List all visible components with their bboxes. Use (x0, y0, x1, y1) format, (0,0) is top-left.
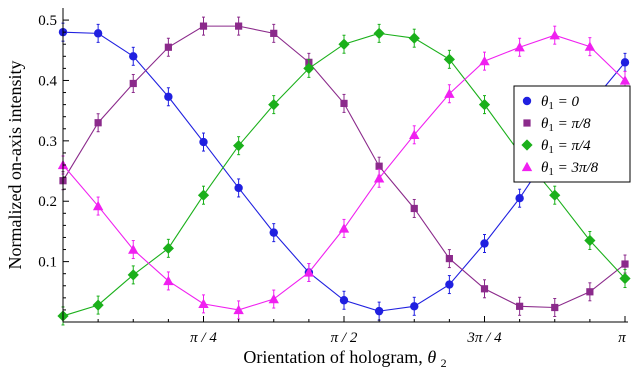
legend-value: = 0 (554, 94, 580, 110)
data-point (621, 58, 629, 66)
data-point (94, 29, 102, 37)
data-point (621, 260, 628, 267)
data-point (130, 80, 137, 87)
x-tick-label: π / 4 (190, 330, 217, 346)
y-tick-label: 0.2 (38, 194, 57, 210)
x-axis-label-symbol: θ (427, 347, 436, 367)
data-point (585, 41, 595, 50)
data-point (444, 54, 455, 65)
data-point (165, 44, 172, 51)
legend-value: = 3π/8 (554, 160, 599, 176)
y-tick-label: 0.1 (38, 255, 57, 271)
data-point (375, 307, 383, 315)
data-point (235, 23, 242, 30)
legend-value: = π/4 (554, 138, 591, 154)
data-point (198, 299, 208, 308)
x-axis-label: Orientation of hologram, θ 2 (243, 347, 446, 370)
y-tick-label: 0.5 (38, 13, 57, 29)
y-tick-label: 0.3 (38, 134, 57, 150)
data-point (480, 239, 488, 247)
data-point (445, 280, 453, 288)
data-point (446, 255, 453, 262)
legend-entry-0: θ1 = 0 (541, 94, 579, 112)
y-tick-label: 0.4 (38, 73, 57, 89)
data-point (410, 302, 418, 310)
legend-marker (523, 97, 531, 105)
data-point (270, 228, 278, 236)
data-point (481, 285, 488, 292)
x-tick-label: 3π / 4 (466, 330, 502, 346)
legend-value: = π/8 (554, 116, 591, 132)
data-point (409, 33, 420, 44)
data-point (550, 30, 560, 39)
data-point (270, 30, 277, 37)
data-point (551, 304, 558, 311)
data-point (374, 28, 385, 39)
data-point (514, 42, 524, 51)
legend: θ1 = 0θ1 = π/8θ1 = π/4θ1 = 3π/8 (514, 86, 630, 182)
data-point (340, 296, 348, 304)
data-point (234, 184, 242, 192)
data-point (411, 205, 418, 212)
data-point (199, 138, 207, 146)
x-tick-label: π (618, 330, 626, 346)
data-point (340, 100, 347, 107)
data-point (479, 99, 490, 110)
data-point (200, 23, 207, 30)
data-point (516, 303, 523, 310)
y-axis-label: Normalized on-axis intensity (5, 61, 25, 270)
x-axis-label-text: Orientation of hologram, (243, 347, 422, 367)
data-point (269, 294, 279, 303)
data-point (586, 288, 593, 295)
data-point (163, 243, 174, 254)
data-point (95, 119, 102, 126)
data-point (129, 52, 137, 60)
data-point (164, 93, 172, 101)
legend-marker (523, 119, 530, 126)
data-point (479, 56, 489, 65)
x-tick-label: π / 2 (331, 330, 358, 346)
data-point (376, 163, 383, 170)
data-point (338, 39, 349, 50)
data-point (339, 223, 349, 232)
x-axis-label-subscript: 2 (441, 356, 447, 370)
data-point (198, 190, 209, 201)
data-point (515, 194, 523, 202)
